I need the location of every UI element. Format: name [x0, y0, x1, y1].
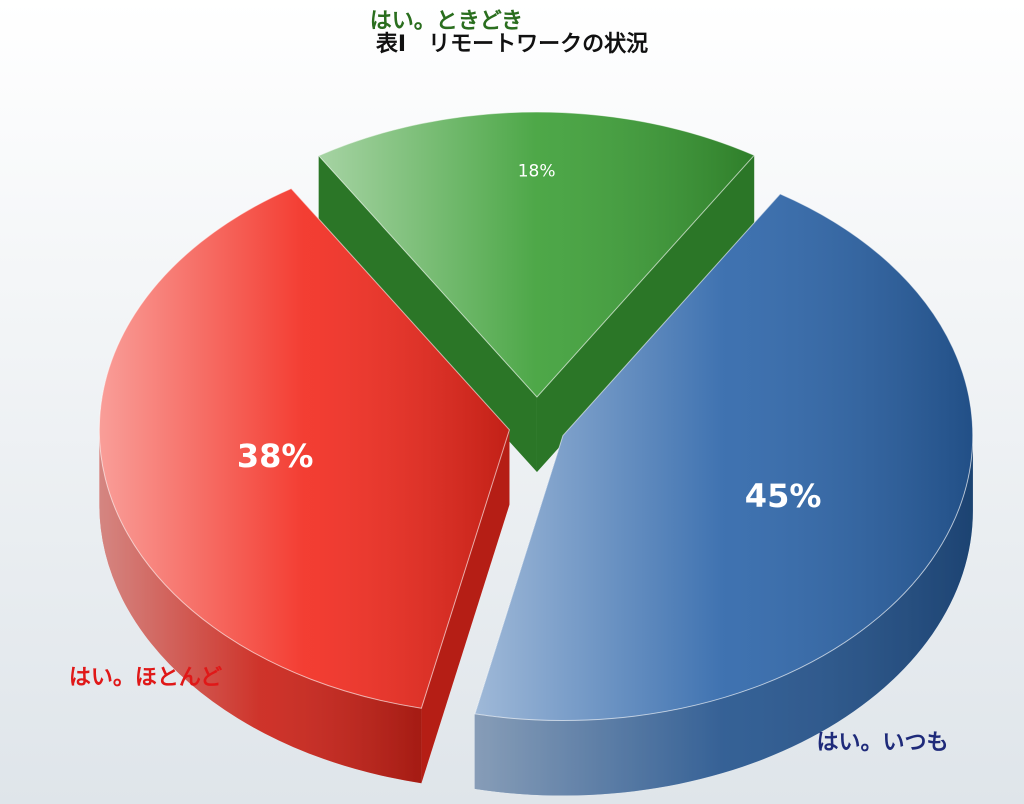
slice-side: [536, 155, 755, 473]
value-label: 45%: [745, 477, 822, 515]
value-label: 38%: [237, 437, 314, 475]
category-label: はい。ときどき: [370, 9, 523, 34]
slice-side: [318, 155, 537, 473]
chart-title: 表I リモートワークの状況: [376, 32, 648, 57]
slice-side-shade: [318, 155, 537, 473]
slice-shine: [474, 193, 974, 721]
slice-side-shade: [421, 429, 510, 784]
slice-side-shade: [536, 155, 755, 473]
slice-shine: [317, 111, 756, 398]
slice-side: [421, 429, 510, 784]
slice-shine: [98, 187, 510, 709]
slice-wall-dark: [99, 429, 422, 784]
category-label: はい。いつも: [817, 730, 949, 755]
slice-wall-dark: [474, 435, 973, 796]
slice-wall-shade: [474, 435, 973, 796]
slice-wall-shade: [99, 429, 422, 784]
category-label: はい。ほとんど: [69, 666, 222, 691]
value-label: 18%: [518, 162, 556, 182]
